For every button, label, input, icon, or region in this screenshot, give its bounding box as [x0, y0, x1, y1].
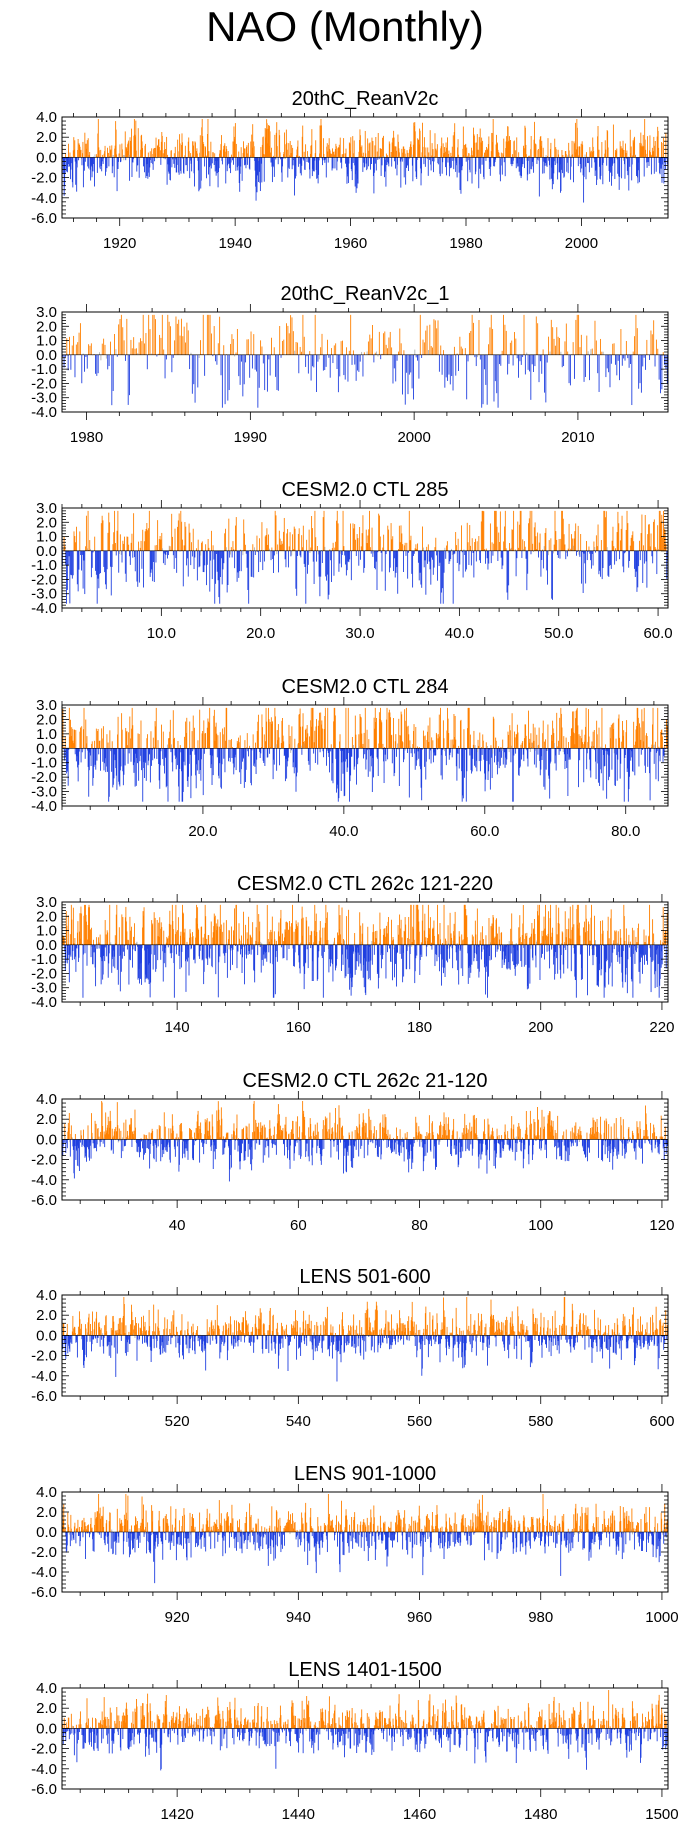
x-tick-label: 50.0 [544, 625, 573, 642]
y-tick-label: 1.0 [36, 333, 57, 350]
y-tick-label: -1.0 [31, 557, 57, 574]
x-tick-label: 80.0 [611, 823, 640, 840]
x-tick-label: 2000 [397, 429, 430, 446]
plot-frame [61, 311, 669, 413]
y-tick-label: -3.0 [31, 390, 57, 407]
plot-frame [61, 704, 669, 807]
panel-title: CESM2.0 CTL 284 [281, 676, 448, 698]
y-tick-label: 2.0 [36, 711, 57, 728]
y-tick-label: 3.0 [36, 304, 57, 321]
y-tick-label: 0.0 [36, 740, 57, 757]
bar-series [62, 314, 668, 408]
panel-title: CESM2.0 CTL 285 [281, 479, 448, 501]
x-tick-label: 40.0 [329, 823, 358, 840]
bar-series [61, 707, 669, 802]
x-tick-label: 1960 [334, 235, 367, 252]
bar-series [61, 119, 669, 203]
x-tick-label: 20.0 [246, 625, 275, 642]
y-tick-label: -1.0 [31, 755, 57, 772]
y-tick-label: 2.0 [36, 318, 57, 335]
x-tick-label: 10.0 [147, 625, 176, 642]
y-tick-label: -2.0 [31, 571, 57, 588]
x-tick-label: 20.0 [188, 823, 217, 840]
y-tick-label: -4.0 [31, 404, 57, 421]
panel-title: 20thC_ReanV2c [292, 88, 439, 110]
x-tick-label: 1920 [103, 235, 136, 252]
y-tick-label: -3.0 [31, 784, 57, 801]
panel-1: 20thC_ReanV2c 4.0 2.0 0.0 -2.0 -4.0 -6.0 1920 19… [31, 88, 669, 252]
x-tick-label: 1940 [218, 235, 251, 252]
plot-frame [61, 116, 669, 219]
x-tick-label: 40.0 [445, 625, 474, 642]
panel-2: 20thC_ReanV2c_1 3.02.01.00.0-1.0-2.0-3.0-… [31, 283, 669, 446]
x-tick-label: 2000 [565, 235, 598, 252]
main-title: NAO (Monthly) [206, 3, 484, 50]
y-tick-label: -4.0 [31, 600, 57, 617]
y-tick-label: -6.0 [31, 210, 57, 227]
y-tick-label: 2.0 [36, 129, 57, 146]
plot-frame [61, 507, 669, 609]
panel-5: CESM2.0 CTL 262c 121-2203.02.01.00.0-1.0… [31, 873, 674, 1036]
y-tick-label: -4.0 [31, 190, 57, 207]
x-tick-label: 60.0 [470, 823, 499, 840]
y-tick-label: -1.0 [31, 361, 57, 378]
y-tick-label: 3.0 [36, 500, 57, 517]
panel-title: 20thC_ReanV2c_1 [280, 283, 449, 305]
y-tick-label: 2.0 [36, 514, 57, 531]
x-tick-label: 1980 [70, 429, 103, 446]
y-tick-label: 0.0 [36, 543, 57, 560]
x-tick-label: 1980 [449, 235, 482, 252]
y-tick-label: -2.0 [31, 375, 57, 392]
x-tick-label: 30.0 [345, 625, 374, 642]
y-tick-label: -2.0 [31, 170, 57, 187]
y-tick-label: 3.0 [36, 697, 57, 714]
y-tick-label: -2.0 [31, 769, 57, 786]
y-tick-label: 1.0 [36, 529, 57, 546]
y-tick-label: 1.0 [36, 726, 57, 743]
panel-3: CESM2.0 CTL 285 3.02.01.00.0-1.0-2.0-3.0-… [31, 479, 673, 642]
x-tick-label: 1990 [234, 429, 267, 446]
y-tick-label: -4.0 [31, 798, 57, 815]
x-tick-label: 2010 [561, 429, 594, 446]
bar-series [61, 510, 669, 604]
panel-4: CESM2.0 CTL 284 3.02.01.00.0-1.0-2.0-3.0-… [31, 676, 669, 840]
y-tick-label: -3.0 [31, 586, 57, 603]
panel-title: CESM2.0 CTL 262c 121-220 [237, 873, 493, 895]
bar-series [61, 904, 669, 998]
y-tick-label: 0.0 [36, 149, 57, 166]
y-tick-label: 0.0 [36, 347, 57, 364]
y-tick-label: 4.0 [36, 109, 57, 126]
x-tick-label: 60.0 [643, 625, 672, 642]
